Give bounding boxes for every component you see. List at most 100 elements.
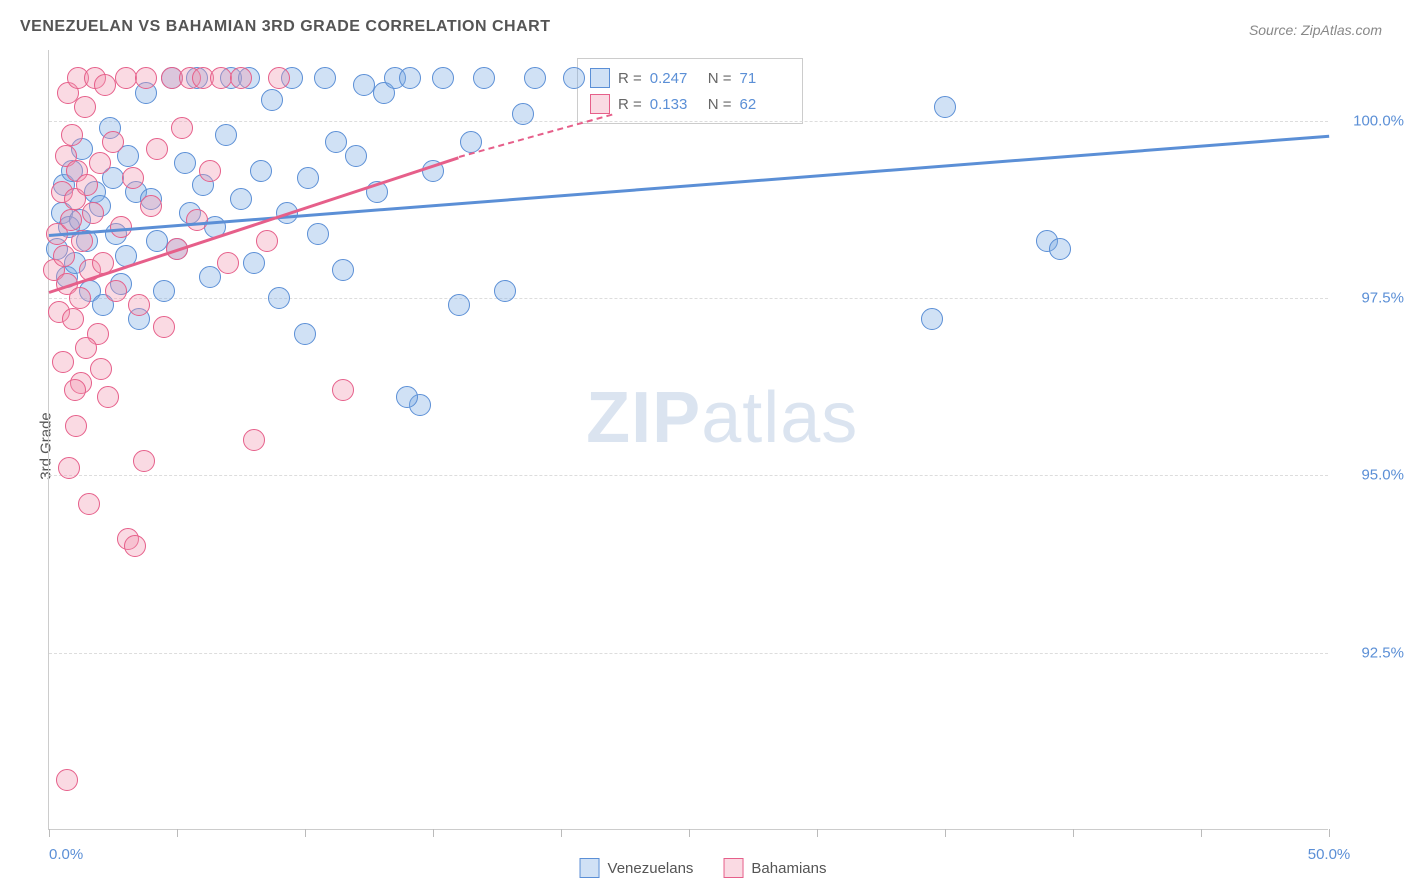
gridline bbox=[49, 298, 1328, 299]
data-point bbox=[115, 67, 137, 89]
watermark-atlas: atlas bbox=[701, 378, 858, 458]
data-point bbox=[199, 266, 221, 288]
data-point bbox=[243, 429, 265, 451]
gridline bbox=[49, 653, 1328, 654]
data-point bbox=[89, 152, 111, 174]
data-point bbox=[146, 138, 168, 160]
legend-label: Venezuelans bbox=[608, 860, 694, 877]
data-point bbox=[243, 252, 265, 274]
data-point bbox=[122, 167, 144, 189]
xtick-label: 0.0% bbox=[49, 846, 83, 863]
xtick bbox=[945, 829, 946, 837]
data-point bbox=[53, 245, 75, 267]
data-point bbox=[432, 67, 454, 89]
data-point bbox=[133, 450, 155, 472]
xtick bbox=[1201, 829, 1202, 837]
watermark-zip: ZIP bbox=[586, 378, 701, 458]
ytick-label: 92.5% bbox=[1334, 644, 1404, 661]
legend-swatch-pink bbox=[590, 94, 610, 114]
data-point bbox=[396, 386, 418, 408]
trend-line bbox=[49, 135, 1329, 237]
gridline bbox=[49, 121, 1328, 122]
data-point bbox=[199, 160, 221, 182]
data-point bbox=[473, 67, 495, 89]
data-point bbox=[65, 415, 87, 437]
legend-swatch-blue bbox=[580, 858, 600, 878]
data-point bbox=[294, 323, 316, 345]
xtick bbox=[561, 829, 562, 837]
data-point bbox=[60, 209, 82, 231]
legend-n-value: 62 bbox=[740, 96, 790, 113]
data-point bbox=[58, 457, 80, 479]
data-point bbox=[82, 202, 104, 224]
chart-title: VENEZUELAN VS BAHAMIAN 3RD GRADE CORRELA… bbox=[20, 18, 551, 36]
legend-n-label: N = bbox=[708, 96, 732, 113]
legend-swatch-pink bbox=[723, 858, 743, 878]
data-point bbox=[494, 280, 516, 302]
data-point bbox=[563, 67, 585, 89]
data-point bbox=[399, 67, 421, 89]
chart-container: VENEZUELAN VS BAHAMIAN 3RD GRADE CORRELA… bbox=[0, 0, 1406, 892]
data-point bbox=[1049, 238, 1071, 260]
data-point bbox=[256, 230, 278, 252]
legend-swatch-blue bbox=[590, 68, 610, 88]
legend-item-bahamians: Bahamians bbox=[723, 858, 826, 878]
legend-stats-row: R = 0.247 N = 71 bbox=[590, 65, 790, 91]
legend-n-label: N = bbox=[708, 70, 732, 87]
data-point bbox=[90, 358, 112, 380]
data-point bbox=[75, 337, 97, 359]
source-label: Source: ZipAtlas.com bbox=[1249, 22, 1382, 38]
data-point bbox=[210, 67, 232, 89]
data-point bbox=[135, 67, 157, 89]
xtick-label: 50.0% bbox=[1308, 846, 1351, 863]
ytick-label: 97.5% bbox=[1334, 290, 1404, 307]
data-point bbox=[78, 493, 100, 515]
data-point bbox=[69, 287, 91, 309]
data-point bbox=[56, 769, 78, 791]
data-point bbox=[102, 131, 124, 153]
gridline bbox=[49, 475, 1328, 476]
data-point bbox=[153, 280, 175, 302]
data-point bbox=[62, 308, 84, 330]
legend-item-venezuelans: Venezuelans bbox=[580, 858, 694, 878]
data-point bbox=[345, 145, 367, 167]
data-point bbox=[250, 160, 272, 182]
data-point bbox=[74, 96, 96, 118]
data-point bbox=[934, 96, 956, 118]
data-point bbox=[230, 67, 252, 89]
data-point bbox=[140, 195, 162, 217]
data-point bbox=[171, 117, 193, 139]
legend-label: Bahamians bbox=[751, 860, 826, 877]
legend-r-label: R = bbox=[618, 70, 642, 87]
data-point bbox=[217, 252, 239, 274]
legend-n-value: 71 bbox=[740, 70, 790, 87]
data-point bbox=[268, 67, 290, 89]
legend-r-label: R = bbox=[618, 96, 642, 113]
data-point bbox=[76, 174, 98, 196]
xtick bbox=[689, 829, 690, 837]
data-point bbox=[64, 379, 86, 401]
data-point bbox=[353, 74, 375, 96]
xtick bbox=[305, 829, 306, 837]
data-point bbox=[52, 351, 74, 373]
data-point bbox=[524, 67, 546, 89]
data-point bbox=[215, 124, 237, 146]
xtick bbox=[817, 829, 818, 837]
ytick-label: 95.0% bbox=[1334, 467, 1404, 484]
plot-area: ZIPatlas R = 0.247 N = 71 R = 0.133 N = … bbox=[48, 50, 1328, 830]
data-point bbox=[921, 308, 943, 330]
legend-r-value: 0.247 bbox=[650, 70, 700, 87]
xtick bbox=[49, 829, 50, 837]
data-point bbox=[94, 74, 116, 96]
data-point bbox=[97, 386, 119, 408]
ytick-label: 100.0% bbox=[1334, 112, 1404, 129]
data-point bbox=[146, 230, 168, 252]
xtick bbox=[177, 829, 178, 837]
legend-r-value: 0.133 bbox=[650, 96, 700, 113]
data-point bbox=[448, 294, 470, 316]
data-point bbox=[332, 379, 354, 401]
data-point bbox=[153, 316, 175, 338]
legend-series: Venezuelans Bahamians bbox=[580, 858, 827, 878]
data-point bbox=[297, 167, 319, 189]
watermark: ZIPatlas bbox=[586, 377, 858, 459]
